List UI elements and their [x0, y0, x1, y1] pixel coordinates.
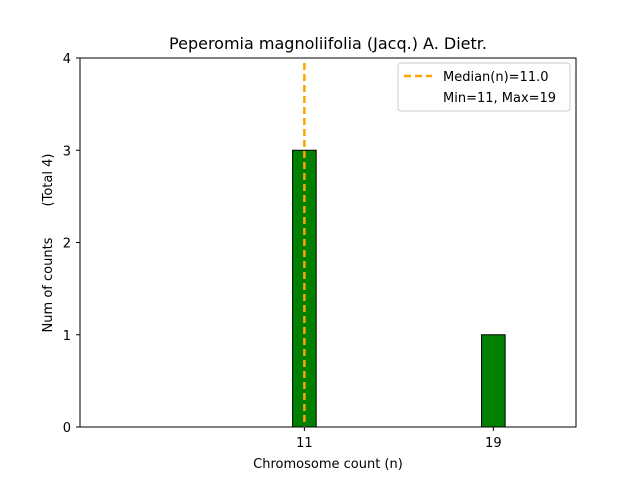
legend-entry-min-max: Min=11, Max=19 [443, 91, 556, 106]
y-axis-total-label: (Total 4) [41, 154, 56, 207]
y-tick-label: 2 [63, 237, 71, 252]
y-tick-label: 4 [63, 52, 71, 67]
x-tick-label: 11 [296, 436, 313, 451]
y-tick-label: 0 [63, 421, 71, 436]
legend-entry-median: Median(n)=11.0 [443, 70, 549, 85]
y-axis-label: Num of counts [41, 237, 56, 332]
y-tick-label: 1 [63, 329, 71, 344]
bar-19 [481, 334, 506, 428]
y-tick-label: 3 [63, 144, 71, 159]
x-axis-label: Chromosome count (n) [253, 457, 403, 472]
y-ticks-group: 0 1 2 3 4 [63, 52, 80, 436]
legend: Median(n)=11.0 Min=11, Max=19 [397, 62, 571, 112]
x-tick-label: 19 [485, 436, 502, 451]
x-ticks-group: 11 19 [296, 427, 502, 451]
chart-title: Peperomia magnoliifolia (Jacq.) A. Dietr… [169, 34, 487, 53]
legend-box [397, 62, 571, 112]
